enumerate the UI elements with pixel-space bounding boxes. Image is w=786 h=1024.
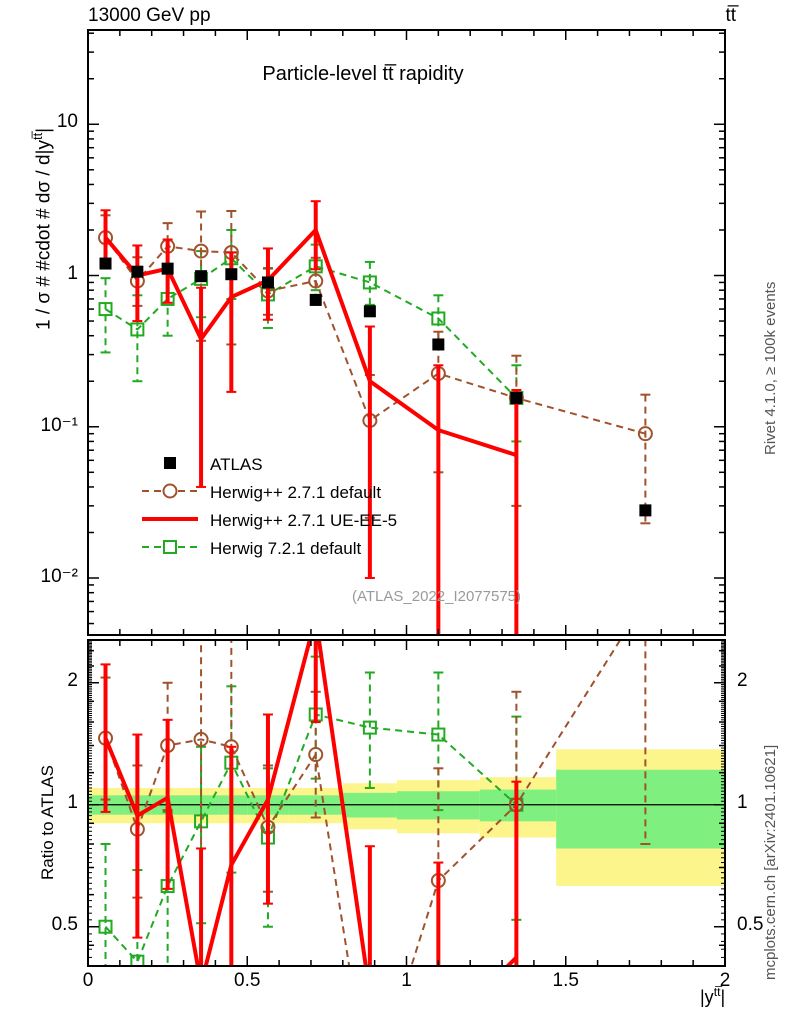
data-point-filled-square: [639, 504, 652, 517]
page-title: Particle-level tt̅ rapidity: [262, 63, 464, 85]
data-point-open-square: [130, 954, 145, 966]
data-point-filled-square: [510, 391, 523, 404]
data-point-filled-square: [161, 262, 174, 275]
x-tick-label: 1: [401, 970, 412, 991]
data-point-filled-square: [363, 305, 376, 318]
series-line: [104, 713, 518, 964]
rivet-version-label: Rivet 4.1.0, ≥ 100k events: [762, 281, 779, 455]
data-point-filled-square: [195, 270, 208, 283]
y-axis-label-main-sup: tt̅: [30, 132, 45, 140]
ratio-panel-series: [98, 594, 652, 966]
y-tick-label-ratio-left: 1: [67, 791, 78, 813]
main-panel-series: [98, 200, 653, 635]
y-tick-label-main: 1: [67, 262, 78, 284]
y-tick-label-ratio-right: 1: [737, 791, 748, 813]
data-point-open-square: [431, 727, 446, 742]
y-tick-label-main: 10⁻¹: [40, 414, 79, 436]
y-tick-label-ratio-left: 2: [67, 669, 78, 691]
x-axis-label-text: |y: [700, 987, 714, 1007]
data-point-filled-square: [225, 268, 238, 281]
x-tick-label: 1.5: [552, 970, 579, 991]
data-point-open-square: [130, 322, 145, 337]
y-tick-label-ratio-left: 0.5: [51, 913, 78, 935]
data-point-filled-square: [261, 276, 274, 289]
legend-label: Herwig++ 2.7.1 UE-EE-5: [210, 511, 398, 530]
x-tick-label: 0.5: [234, 970, 261, 991]
ratio-uncertainty-bands: [88, 749, 725, 887]
legend-label: Herwig++ 2.7.1 default: [210, 483, 382, 502]
legend-marker-open-circle: [142, 483, 198, 499]
data-point-open-circle: [637, 426, 653, 442]
y-axis-label-main: 1 / σ # #cdot # dσ / d|ytt̅|: [30, 128, 55, 330]
series-line: [104, 257, 518, 399]
data-point-open-square: [98, 302, 113, 317]
analysis-id-watermark: (ATLAS_2022_I2077575): [352, 588, 522, 605]
legend-marker-none: [142, 517, 198, 521]
legend-marker-open-square: [142, 540, 198, 554]
series-line: [103, 226, 518, 458]
x-tick-label: 2: [719, 970, 731, 991]
x-tick-label: 0: [82, 970, 94, 991]
y-axis-label-main-text: 1 / σ # #cdot # dσ / d|y: [33, 140, 55, 330]
data-point-open-square: [431, 311, 446, 326]
data-point-open-circle: [639, 594, 652, 607]
data-point-open-square: [362, 720, 377, 735]
legend-marker-filled-square: [164, 457, 176, 469]
data-point-filled-square: [131, 265, 144, 278]
header-process-label: tt̅: [725, 5, 736, 26]
header-beam-label: 13000 GeV pp: [88, 5, 211, 26]
data-point-open-square: [362, 275, 377, 290]
legend-label: ATLAS: [210, 455, 263, 474]
series-line: [104, 237, 646, 435]
mcplots-reference-label: mcplots.cern.ch [arXiv:2401.10621]: [762, 744, 779, 980]
data-point-filled-square: [99, 257, 112, 270]
y-axis-label-main-tail: |: [33, 127, 55, 133]
data-point-open-square: [98, 919, 113, 934]
x-axis-label-sup: tt̅: [713, 985, 721, 999]
y-tick-label-main: 10⁻²: [40, 566, 79, 588]
data-point-filled-square: [309, 293, 322, 306]
data-point-open-circle: [308, 747, 324, 763]
x-axis-label-tail: |: [720, 987, 726, 1007]
uncertainty-band-inner: [556, 769, 725, 849]
y-axis-label-ratio: Ratio to ATLAS: [38, 765, 57, 880]
data-point-open-circle: [193, 243, 209, 259]
x-axis-label: |ytt̅|: [700, 985, 725, 1008]
legend-label: Herwig 7.2.1 default: [210, 539, 362, 558]
y-tick-label-main: 10: [56, 111, 78, 133]
data-point-open-circle: [308, 273, 324, 289]
y-tick-label-ratio-right: 0.5: [737, 913, 764, 935]
y-tick-label-ratio-right: 2: [737, 669, 748, 691]
data-point-filled-square: [432, 338, 445, 351]
series-line: [103, 640, 518, 966]
data-point-open-circle: [193, 731, 209, 747]
